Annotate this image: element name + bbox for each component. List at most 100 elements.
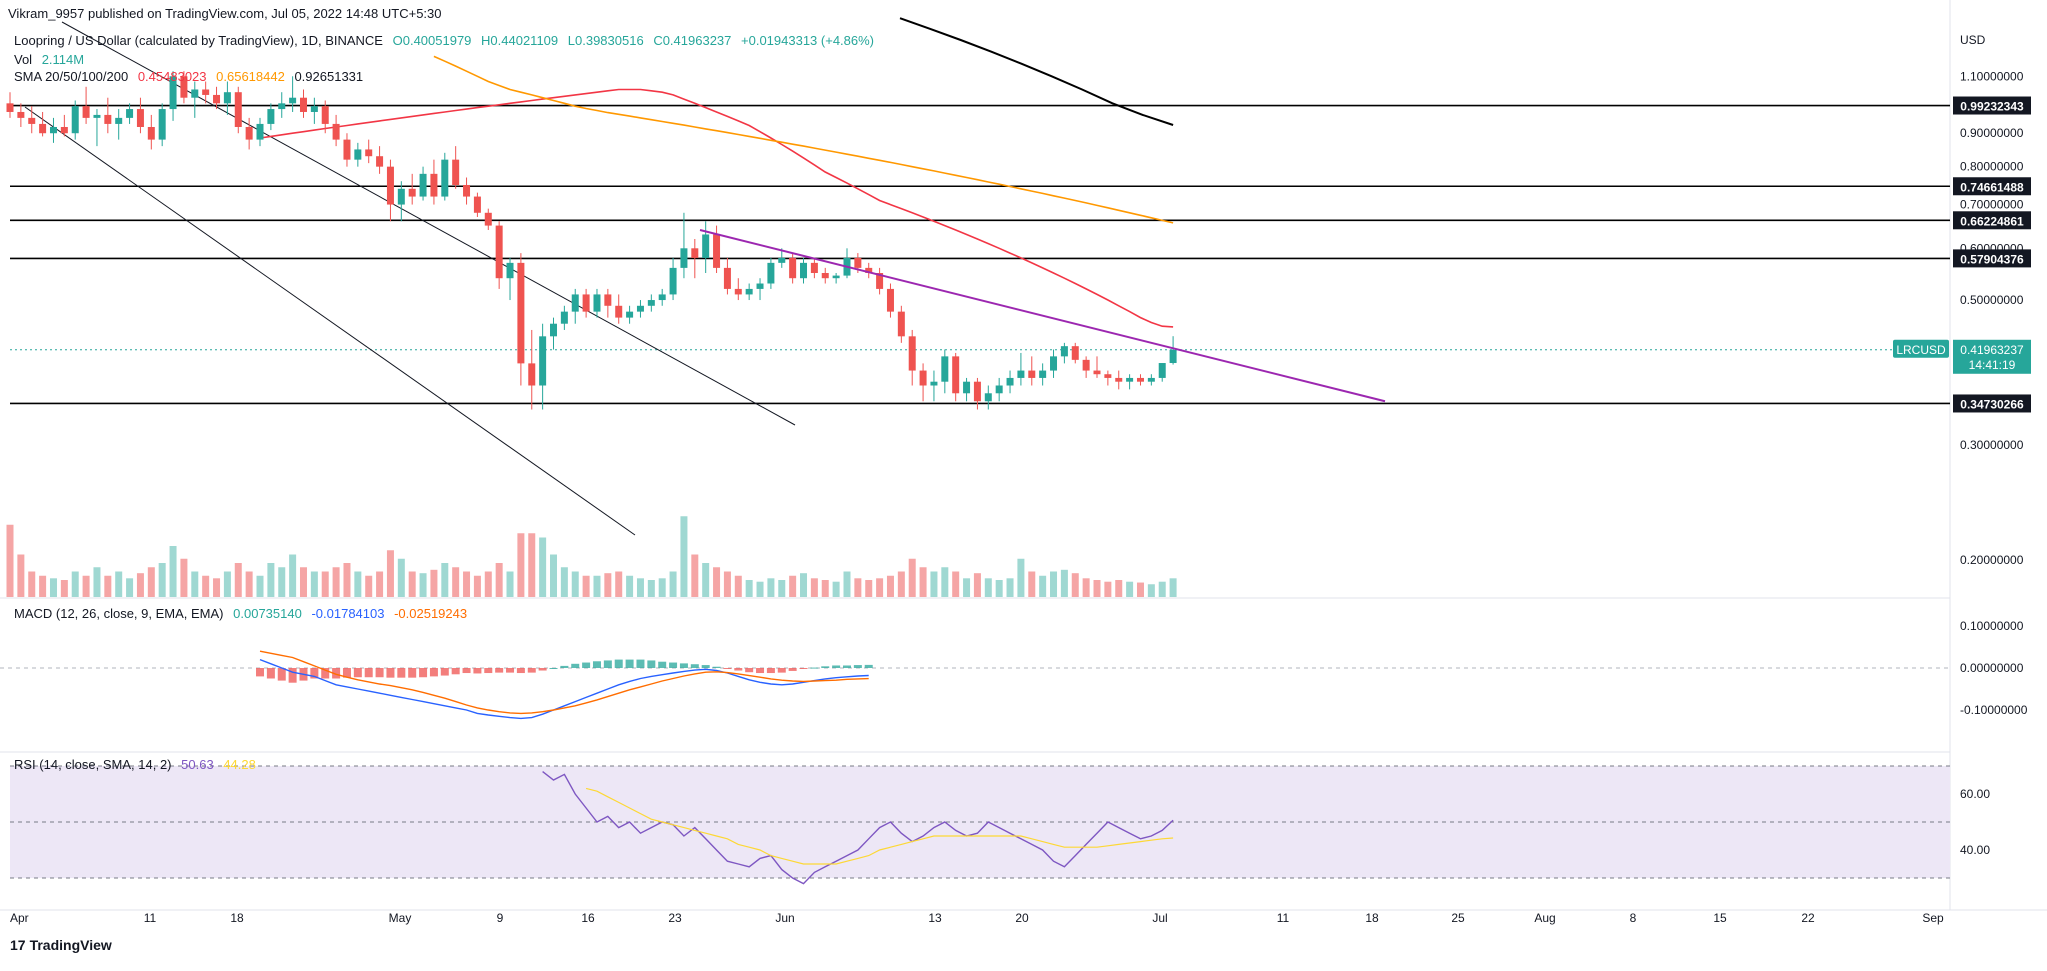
macd-histogram-bar xyxy=(712,666,721,668)
volume-bar xyxy=(756,581,764,597)
volume-bar xyxy=(256,575,264,597)
volume-bar xyxy=(615,571,623,597)
time-label: 13 xyxy=(928,911,942,925)
macd-histogram-bar xyxy=(332,668,341,679)
macd-histogram-bar xyxy=(321,668,330,679)
macd-histogram-bar xyxy=(679,663,688,668)
macd-histogram-bar xyxy=(419,668,428,678)
volume-bar xyxy=(560,567,568,597)
sma50-line xyxy=(259,88,1174,328)
volume-bar xyxy=(93,567,101,597)
candle-body xyxy=(506,262,514,279)
time-label: 11 xyxy=(1277,911,1290,925)
macd-tick: 0.00000000 xyxy=(1960,661,2024,675)
candle-body xyxy=(528,363,536,386)
change-value: +0.01943313 (+4.86%) xyxy=(741,33,875,48)
macd-histogram-bar xyxy=(364,668,373,678)
candle-body xyxy=(267,109,275,124)
candle-body xyxy=(723,267,731,289)
rsi-ma-value: 44.28 xyxy=(223,757,256,772)
candle-body xyxy=(321,106,329,124)
candle-body xyxy=(886,288,894,312)
volume-bar xyxy=(71,571,79,597)
volume-bar xyxy=(115,571,123,597)
candle-body xyxy=(952,356,960,394)
volume-bar xyxy=(202,575,210,597)
rsi-line xyxy=(542,771,1174,885)
volume-bar xyxy=(886,575,894,597)
volume-bar xyxy=(1082,578,1090,597)
macd-histogram-bar xyxy=(756,668,765,674)
volume-bar xyxy=(213,578,221,597)
time-label: 9 xyxy=(497,911,504,925)
macd-histogram-bar xyxy=(386,668,395,678)
time-label: 20 xyxy=(1015,911,1029,925)
tradingview-logo[interactable]: 17 TradingView xyxy=(10,937,112,953)
macd-histogram-bar xyxy=(603,660,612,668)
candle-body xyxy=(60,126,68,134)
countdown-label: 14:41:19 xyxy=(1969,358,2016,372)
candle-body xyxy=(930,381,938,386)
volume-bar xyxy=(408,571,416,597)
candle-body xyxy=(517,262,525,364)
descending-trendline xyxy=(699,229,1386,403)
sma100-value: 0.65618442 xyxy=(216,69,285,84)
candle-body xyxy=(1147,377,1155,382)
macd-histogram-bar xyxy=(788,668,797,671)
volume-bar xyxy=(680,516,688,597)
macd-histogram-bar xyxy=(842,665,851,668)
candle-body xyxy=(484,212,492,226)
time-label: 8 xyxy=(1630,911,1637,925)
candle-body xyxy=(256,123,264,140)
volume-bars xyxy=(6,516,1177,597)
candle-body xyxy=(832,275,840,279)
candle-body xyxy=(332,123,340,140)
macd-histogram-bar xyxy=(723,668,732,669)
rsi-tick: 40.00 xyxy=(1960,843,1990,857)
candle-body xyxy=(452,159,460,185)
macd-histogram-bar xyxy=(777,668,786,673)
macd-histogram-bar xyxy=(864,664,873,668)
volume-bar xyxy=(136,573,144,597)
volume-bar xyxy=(626,575,634,597)
volume-bar xyxy=(1028,571,1036,597)
low-value: L0.39830516 xyxy=(567,33,644,48)
time-axis[interactable]: Apr 11 18 May 9 16 23 Jun 13 20 Jul 11 18 25 Aug 8 15 22 S… xyxy=(10,911,1944,925)
candle-body xyxy=(963,381,971,394)
candle-body xyxy=(430,173,438,197)
volume-bar xyxy=(452,567,460,597)
volume-bar xyxy=(1147,584,1155,597)
level-price-tag xyxy=(1953,177,2031,196)
candle-body xyxy=(756,283,764,289)
candle-body xyxy=(49,126,57,134)
macd-histogram-bar xyxy=(288,668,297,683)
volume-bar xyxy=(332,567,340,597)
price-tick: 0.20000000 xyxy=(1960,553,2024,567)
candle-body xyxy=(1028,370,1036,378)
time-label: Jul xyxy=(1152,911,1167,925)
candle-body xyxy=(854,257,862,268)
macd-histogram-bar xyxy=(647,660,656,668)
candle-body xyxy=(539,336,547,386)
level-price-label: 0.74661488 xyxy=(1960,180,2024,194)
candle-body xyxy=(310,106,318,112)
volume-bar xyxy=(789,575,797,597)
volume-bar xyxy=(713,567,721,597)
price-axis[interactable]: 0.99232343 0.74661488 0.66224861 0.57904376… xyxy=(1893,33,2031,567)
volume-bar xyxy=(343,563,351,597)
volume-bar xyxy=(528,533,536,597)
volume-bar xyxy=(376,571,384,597)
candle-body xyxy=(821,272,829,279)
volume-bar xyxy=(832,581,840,597)
macd-histogram-bar xyxy=(832,665,841,668)
macd-histogram-bar xyxy=(256,668,265,677)
moving-averages xyxy=(259,17,1174,328)
candle-body xyxy=(984,393,992,402)
candle-body xyxy=(17,111,25,118)
candle-body xyxy=(1006,377,1014,386)
volume-bar xyxy=(289,554,297,597)
volume-bar xyxy=(441,563,449,597)
volume-bar xyxy=(658,578,666,597)
